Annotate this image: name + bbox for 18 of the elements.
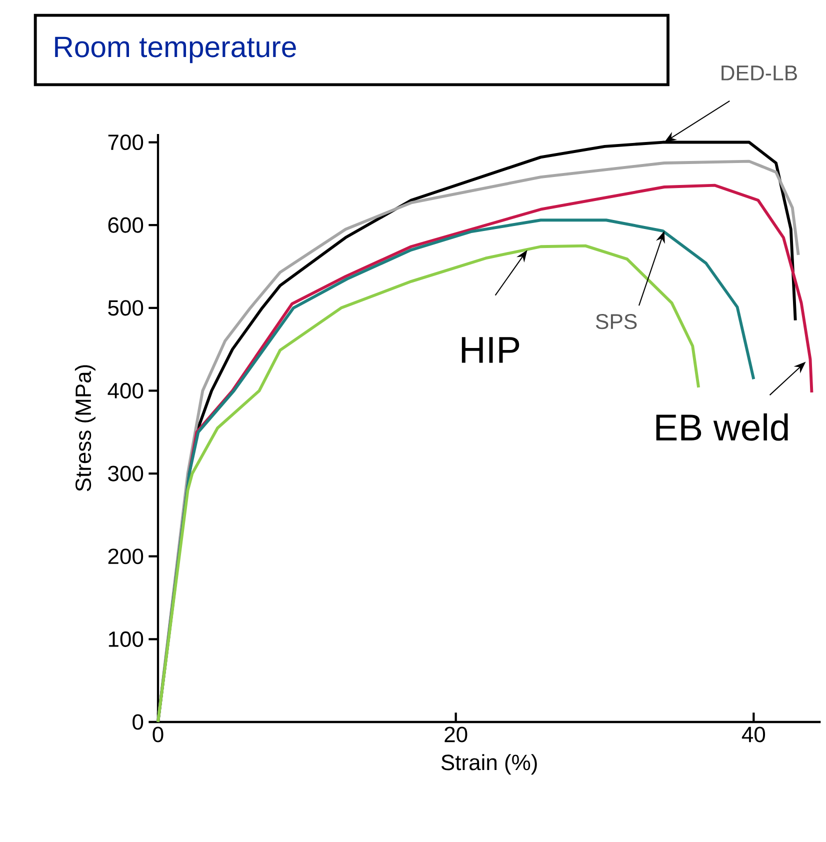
y-axis-title: Stress (MPa) bbox=[74, 365, 96, 492]
annotation: HIP bbox=[462, 337, 520, 363]
x-tick-label: 20 bbox=[444, 726, 468, 742]
y-tick-label: 0 bbox=[132, 714, 144, 730]
annotation: DED-LB bbox=[722, 66, 797, 80]
y-tick-label: 300 bbox=[108, 466, 144, 482]
y-tick-label: 500 bbox=[108, 300, 144, 316]
y-tick-label: 700 bbox=[108, 134, 144, 150]
annotation: SPS bbox=[596, 314, 637, 330]
x-tick-label: 0 bbox=[152, 726, 164, 742]
x-axis-title: Strain (%) bbox=[441, 754, 537, 775]
annotation: EB weld bbox=[656, 413, 788, 441]
y-tick-label: 400 bbox=[108, 382, 144, 399]
y-tick-label: 200 bbox=[108, 548, 144, 564]
y-tick-label: 100 bbox=[108, 631, 144, 647]
y-tick-label: 600 bbox=[108, 217, 144, 233]
x-tick-label: 40 bbox=[742, 726, 766, 742]
chart-title: Room temperature bbox=[55, 36, 296, 64]
